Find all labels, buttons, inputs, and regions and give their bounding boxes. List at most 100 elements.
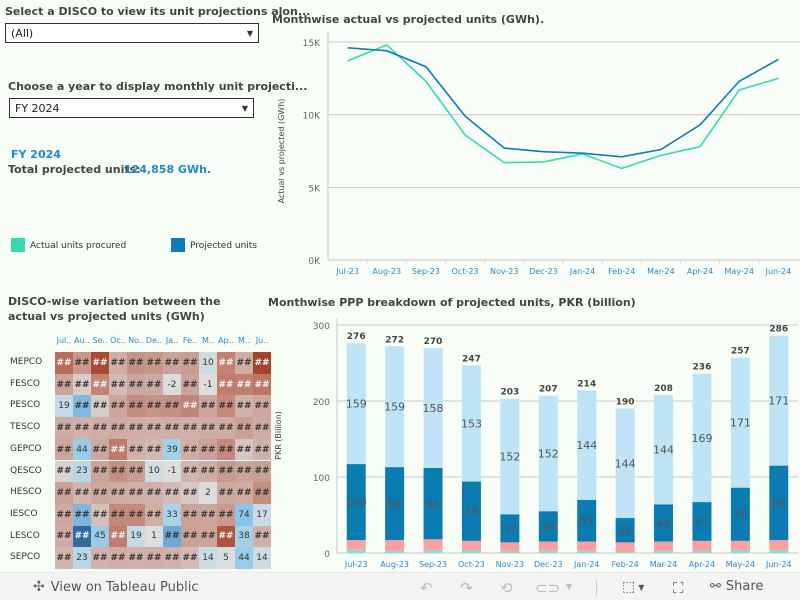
heatmap-cell[interactable]: 39: [163, 438, 181, 461]
heatmap-cell[interactable]: 2: [199, 482, 217, 504]
heatmap-cell[interactable]: ##: [253, 438, 271, 461]
heatmap-cell[interactable]: ##: [199, 460, 217, 483]
heatmap-cell[interactable]: ##: [91, 547, 109, 569]
heatmap-cell[interactable]: ##: [163, 525, 181, 548]
heatmap-cell[interactable]: ##: [109, 525, 127, 548]
heatmap-cell[interactable]: ##: [235, 482, 253, 504]
heatmap-cell[interactable]: ##: [181, 438, 199, 461]
heatmap-cell[interactable]: ##: [109, 352, 127, 374]
refresh-icon[interactable]: ⊂⊃: [535, 579, 561, 597]
heatmap-cell[interactable]: ##: [253, 395, 271, 418]
heatmap-cell[interactable]: ##: [109, 547, 127, 569]
refresh-dropdown-icon[interactable]: ▼: [566, 582, 573, 591]
heatmap-cell[interactable]: ##: [163, 395, 181, 418]
heatmap-cell[interactable]: -1: [199, 373, 217, 396]
heatmap-cell[interactable]: ##: [199, 438, 217, 461]
heatmap-cell[interactable]: ##: [163, 417, 181, 439]
heatmap-cell[interactable]: ##: [91, 352, 109, 374]
share-button[interactable]: ⚯ Share: [710, 579, 763, 594]
heatmap-cell[interactable]: 44: [73, 438, 91, 461]
heatmap-cell[interactable]: ##: [235, 438, 253, 461]
heatmap-cell[interactable]: ##: [181, 525, 199, 548]
heatmap-cell[interactable]: ##: [109, 438, 127, 461]
heatmap-cell[interactable]: ##: [127, 395, 145, 418]
heatmap-cell[interactable]: ##: [73, 503, 91, 526]
redo-icon[interactable]: ↷: [460, 579, 473, 597]
heatmap-cell[interactable]: ##: [55, 417, 73, 439]
heatmap-cell[interactable]: ##: [73, 395, 91, 418]
heatmap-cell[interactable]: ##: [145, 438, 163, 461]
heatmap-cell[interactable]: ##: [73, 373, 91, 396]
heatmap-cell[interactable]: ##: [73, 525, 91, 548]
heatmap-cell[interactable]: 17: [253, 503, 271, 526]
heatmap-cell[interactable]: 14: [253, 547, 271, 569]
heatmap-cell[interactable]: ##: [235, 395, 253, 418]
heatmap-cell[interactable]: ##: [73, 352, 91, 374]
heatmap-cell[interactable]: ##: [73, 482, 91, 504]
heatmap-cell[interactable]: ##: [163, 352, 181, 374]
heatmap-cell[interactable]: ##: [181, 503, 199, 526]
heatmap-cell[interactable]: ##: [253, 352, 271, 374]
heatmap-cell[interactable]: ##: [91, 460, 109, 483]
heatmap-cell[interactable]: ##: [145, 482, 163, 504]
download-icon[interactable]: ⬚ ▼: [622, 579, 645, 595]
heatmap-cell[interactable]: ##: [55, 503, 73, 526]
heatmap-cell[interactable]: ##: [217, 460, 235, 483]
heatmap-cell[interactable]: ##: [127, 482, 145, 504]
heatmap-cell[interactable]: ##: [181, 395, 199, 418]
undo-icon[interactable]: ↶: [420, 579, 433, 597]
heatmap-cell[interactable]: ##: [127, 417, 145, 439]
heatmap-cell[interactable]: ##: [199, 417, 217, 439]
heatmap-cell[interactable]: 45: [91, 525, 109, 548]
heatmap-cell[interactable]: 1: [145, 525, 163, 548]
heatmap-cell[interactable]: ##: [163, 482, 181, 504]
heatmap-cell[interactable]: ##: [109, 395, 127, 418]
heatmap-cell[interactable]: ##: [217, 352, 235, 374]
revert-icon[interactable]: ⟲: [500, 579, 513, 597]
fullscreen-icon[interactable]: ⛶: [673, 579, 684, 597]
heatmap-cell[interactable]: -1: [163, 460, 181, 483]
heatmap-cell[interactable]: 44: [235, 547, 253, 569]
heatmap-cell[interactable]: ##: [91, 373, 109, 396]
heatmap-cell[interactable]: 19: [127, 525, 145, 548]
heatmap-cell[interactable]: ##: [55, 482, 73, 504]
heatmap-cell[interactable]: ##: [91, 503, 109, 526]
heatmap-cell[interactable]: ##: [253, 482, 271, 504]
heatmap-cell[interactable]: ##: [181, 482, 199, 504]
heatmap-cell[interactable]: ##: [127, 460, 145, 483]
heatmap-cell[interactable]: ##: [163, 547, 181, 569]
heatmap-cell[interactable]: ##: [55, 438, 73, 461]
heatmap-cell[interactable]: ##: [55, 547, 73, 569]
heatmap-cell[interactable]: 5: [217, 547, 235, 569]
heatmap-cell[interactable]: ##: [235, 460, 253, 483]
heatmap-cell[interactable]: ##: [109, 503, 127, 526]
heatmap-cell[interactable]: ##: [127, 373, 145, 396]
heatmap-cell[interactable]: 14: [199, 547, 217, 569]
heatmap-cell[interactable]: ##: [73, 417, 91, 439]
heatmap-cell[interactable]: ##: [55, 460, 73, 483]
heatmap-cell[interactable]: 19: [55, 395, 73, 418]
heatmap-cell[interactable]: 74: [235, 503, 253, 526]
heatmap-cell[interactable]: ##: [199, 503, 217, 526]
heatmap-cell[interactable]: ##: [253, 525, 271, 548]
heatmap-cell[interactable]: ##: [181, 352, 199, 374]
heatmap-cell[interactable]: ##: [145, 503, 163, 526]
view-on-tableau-public-link[interactable]: ✣ View on Tableau Public: [33, 579, 198, 595]
heatmap-cell[interactable]: ##: [127, 547, 145, 569]
heatmap-cell[interactable]: ##: [91, 482, 109, 504]
heatmap-cell[interactable]: ##: [217, 482, 235, 504]
heatmap-cell[interactable]: ##: [217, 373, 235, 396]
heatmap-cell[interactable]: ##: [55, 352, 73, 374]
heatmap-cell[interactable]: ##: [91, 438, 109, 461]
heatmap-cell[interactable]: ##: [181, 460, 199, 483]
heatmap-cell[interactable]: ##: [217, 525, 235, 548]
heatmap-cell[interactable]: ##: [109, 373, 127, 396]
heatmap-cell[interactable]: ##: [199, 525, 217, 548]
heatmap-cell[interactable]: ##: [217, 503, 235, 526]
heatmap-cell[interactable]: ##: [145, 547, 163, 569]
heatmap-cell[interactable]: ##: [127, 352, 145, 374]
heatmap-cell[interactable]: ##: [145, 373, 163, 396]
heatmap-cell[interactable]: ##: [217, 438, 235, 461]
heatmap-cell[interactable]: ##: [127, 503, 145, 526]
heatmap-cell[interactable]: ##: [55, 525, 73, 548]
